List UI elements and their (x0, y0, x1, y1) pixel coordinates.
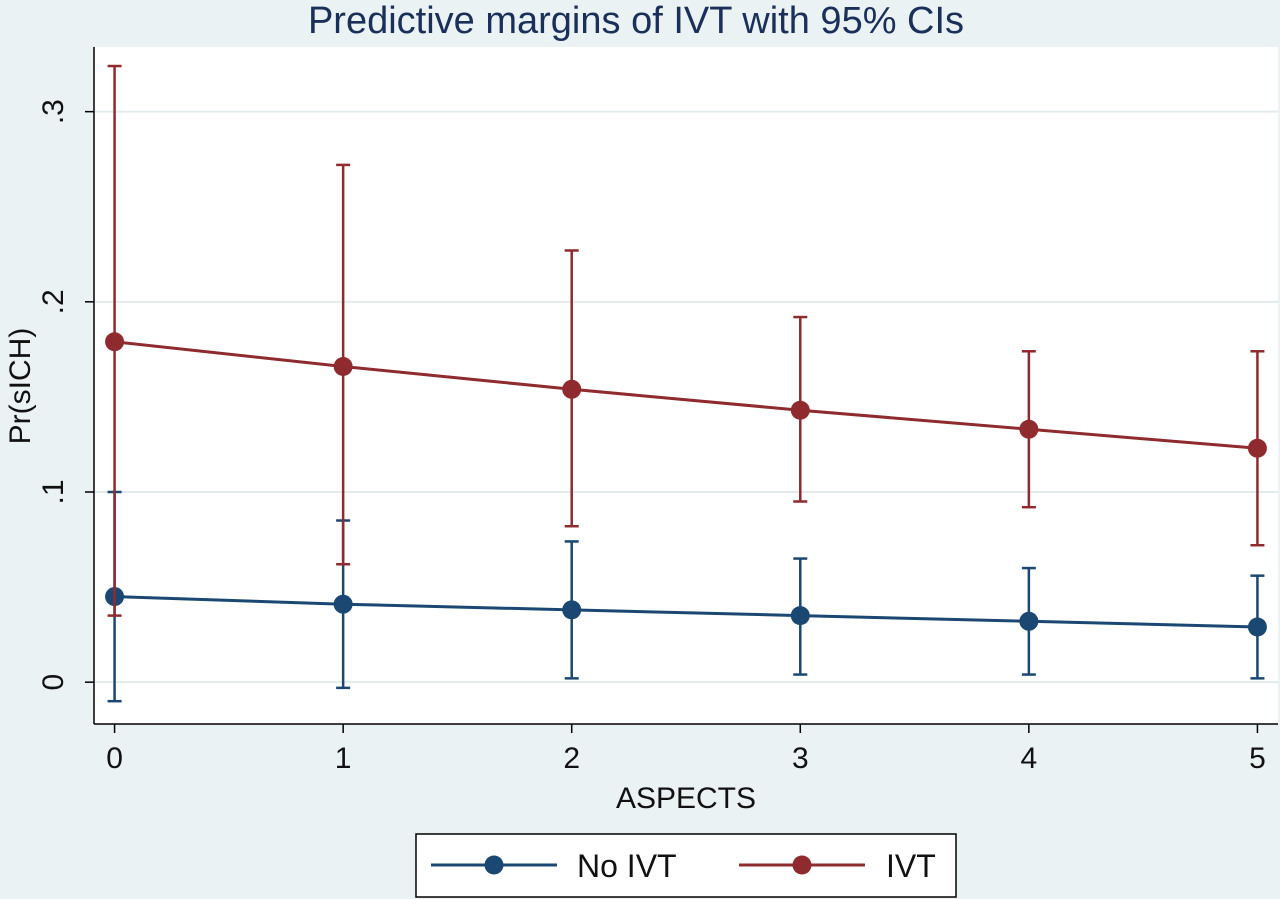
x-tick-label: 4 (1021, 742, 1038, 775)
legend: No IVT IVT (415, 833, 957, 898)
data-point (562, 600, 582, 620)
data-point (562, 379, 582, 399)
series-ivt (105, 64, 1267, 617)
data-point (1019, 419, 1039, 439)
series-layer (105, 64, 1267, 703)
legend-label-no-ivt: No IVT (577, 848, 677, 884)
y-axis-title: Pr(sICH) (4, 328, 37, 445)
legend-marker-ivt (792, 855, 812, 875)
y-tick-label: .1 (37, 479, 70, 504)
data-point (1019, 611, 1039, 631)
data-point (790, 400, 810, 420)
data-point (790, 606, 810, 626)
y-tick-label: .2 (37, 289, 70, 314)
gridlines (94, 110, 1278, 684)
x-tick-label: 2 (563, 742, 580, 775)
data-point (333, 356, 353, 376)
x-tick-label: 3 (792, 742, 809, 775)
y-axis-ticks: 0 .1 .2 .3 (37, 99, 94, 691)
data-point (1247, 438, 1267, 458)
y-tick-label: 0 (37, 674, 70, 691)
series-line (114, 340, 1258, 450)
x-axis-ticks: 0 1 2 3 4 5 (106, 724, 1266, 775)
legend-marker-no-ivt (484, 855, 504, 875)
x-tick-label: 0 (106, 742, 123, 775)
plot-area (94, 47, 1278, 724)
x-axis-title: ASPECTS (616, 782, 756, 815)
x-tick-label: 1 (335, 742, 352, 775)
data-point (1247, 617, 1267, 637)
legend-label-ivt: IVT (886, 848, 936, 884)
data-point (333, 594, 353, 614)
series-line (114, 595, 1258, 629)
chart-title: Predictive margins of IVT with 95% CIs (308, 0, 964, 42)
y-tick-label: .3 (37, 99, 70, 124)
data-point (105, 332, 125, 352)
x-tick-label: 5 (1249, 742, 1266, 775)
